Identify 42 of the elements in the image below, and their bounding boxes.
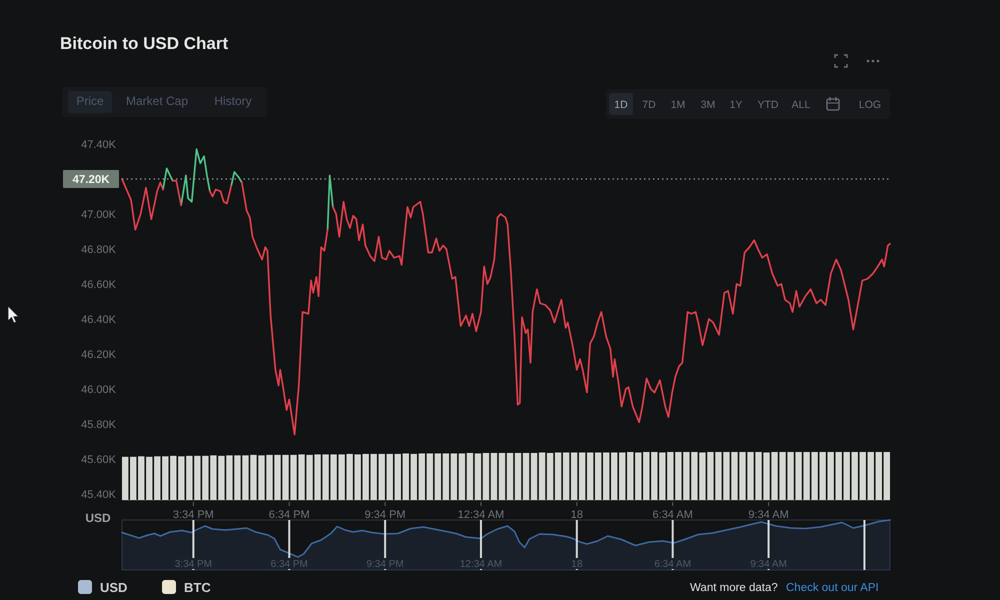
x-tick-label: 6:34 PM <box>270 559 308 570</box>
y-tick-label: 46.00K <box>81 384 117 396</box>
text: BTC <box>184 580 212 595</box>
x-tick-label: 6:34 PM <box>268 509 310 521</box>
y-tick-label: 46.40K <box>81 314 117 326</box>
text: 1D <box>614 99 628 111</box>
text: LOG <box>858 99 882 111</box>
x-tick-label: 3:34 PM <box>172 509 214 521</box>
text: Market Cap <box>126 94 188 108</box>
text: 1Y <box>730 99 742 111</box>
text: Check out our API <box>786 582 879 594</box>
y-tick-label: 47.40K <box>81 139 117 151</box>
text: ALL <box>792 99 810 111</box>
text: 7D <box>642 99 656 111</box>
y-tick-label: 47.00K <box>81 209 117 221</box>
x-tick-label: 18 <box>570 509 583 521</box>
text: 3M <box>700 99 716 111</box>
ref-line-label: 47.20K <box>72 174 110 186</box>
y-tick-label: 45.80K <box>81 419 117 431</box>
y-tick-label: 45.60K <box>81 454 117 466</box>
chart-title: Bitcoin to USD Chart <box>60 34 228 53</box>
x-tick-label: 6:34 AM <box>654 559 692 570</box>
x-tick-label: 12:34 AM <box>458 509 504 521</box>
x-tick-label: 6:34 AM <box>652 509 693 521</box>
x-tick-label: 12:34 AM <box>460 559 502 570</box>
y-tick-label: 46.60K <box>81 279 117 291</box>
x-tick-label: 9:34 AM <box>748 509 789 521</box>
y-axis-title: USD <box>85 511 111 525</box>
x-tick-label: 9:34 PM <box>364 509 406 521</box>
text: USD <box>100 580 128 595</box>
text: Want more data? <box>690 582 778 594</box>
y-tick-label: 46.20K <box>81 349 117 361</box>
x-tick-label: 9:34 AM <box>750 559 787 570</box>
x-tick-label: 18 <box>571 559 583 570</box>
y-tick-label: 45.40K <box>81 489 117 501</box>
text: Price <box>76 94 104 108</box>
y-tick-label: 46.80K <box>81 244 117 256</box>
text: 1M <box>670 99 686 111</box>
x-tick-label: 9:34 PM <box>366 559 404 570</box>
text: YTD <box>758 99 779 111</box>
text: History <box>214 94 252 108</box>
x-tick-label: 3:34 PM <box>174 559 212 570</box>
